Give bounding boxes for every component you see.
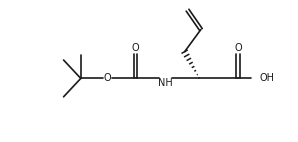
Text: NH: NH [158,78,173,88]
Text: O: O [234,43,242,53]
Text: O: O [104,73,111,83]
Text: OH: OH [259,73,274,83]
Text: O: O [132,43,139,53]
